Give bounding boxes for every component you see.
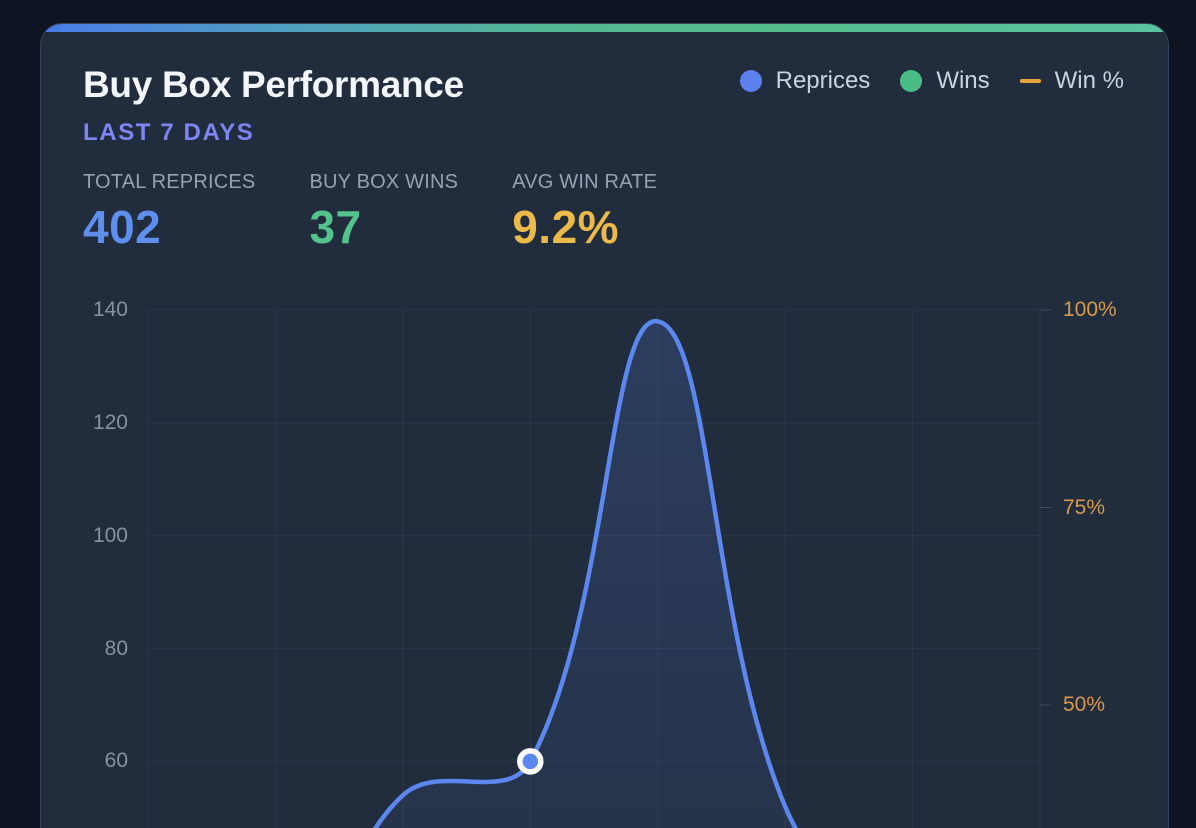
card-accent-gradient-bar xyxy=(41,24,1168,32)
card-subtitle: LAST 7 DAYS xyxy=(83,119,255,146)
y-axis-right-tick-label: 100% xyxy=(1063,298,1117,321)
chart-canvas[interactable] xyxy=(147,309,1051,828)
stat-buy-box-wins: BUY BOX WINS 37 xyxy=(309,171,458,254)
chart-legend: Reprices Wins Win % xyxy=(739,59,1124,103)
stat-value-total-reprices: 402 xyxy=(83,201,162,253)
chart-area: 140 120 100 80 60 100% 75% 50% xyxy=(93,298,1117,828)
y-axis-left-tick-label: 140 xyxy=(92,298,128,321)
y-axis-right-tick-label: 75% xyxy=(1063,495,1106,519)
stat-label-avg-win-rate: AVG WIN RATE xyxy=(512,171,658,193)
stat-label-buy-box-wins: BUY BOX WINS xyxy=(309,171,459,193)
stat-avg-win-rate: AVG WIN RATE 9.2% xyxy=(512,171,657,254)
y-axis-right-tick-label: 50% xyxy=(1063,693,1106,716)
legend-label-reprices: Reprices xyxy=(775,67,871,94)
legend-item-reprices[interactable]: Reprices xyxy=(739,67,871,95)
stat-total-reprices: TOTAL REPRICES 402 xyxy=(83,171,255,254)
y-axis-left-tick-label: 120 xyxy=(92,410,128,434)
legend-label-win-pct: Win % xyxy=(1054,67,1124,94)
reprices-line xyxy=(372,319,799,828)
legend-item-wins[interactable]: Wins xyxy=(900,67,990,95)
stat-value-avg-win-rate: 9.2% xyxy=(512,201,620,253)
y-axis-left-tick-label: 60 xyxy=(104,749,128,773)
y-axis-left-tick-label: 80 xyxy=(104,636,128,660)
legend-label-wins: Wins xyxy=(936,67,990,94)
buy-box-performance-card: Buy Box Performance LAST 7 DAYS Reprices… xyxy=(40,23,1169,828)
card-title: Buy Box Performance xyxy=(83,64,464,105)
y-axis-left-tick-label: 100 xyxy=(92,523,128,547)
stat-value-buy-box-wins: 37 xyxy=(309,201,362,253)
stat-label-total-reprices: TOTAL REPRICES xyxy=(83,171,256,193)
legend-item-win-pct[interactable]: Win % xyxy=(1019,67,1124,95)
reprices-legend-dot-icon xyxy=(739,70,762,92)
stats-row: TOTAL REPRICES 402 BUY BOX WINS 37 AVG W… xyxy=(83,171,657,254)
highlighted-data-point[interactable] xyxy=(517,748,544,775)
wins-legend-dot-icon xyxy=(900,70,923,92)
reprices-area-fill xyxy=(375,321,796,828)
win-pct-legend-dash-icon xyxy=(1019,78,1041,84)
